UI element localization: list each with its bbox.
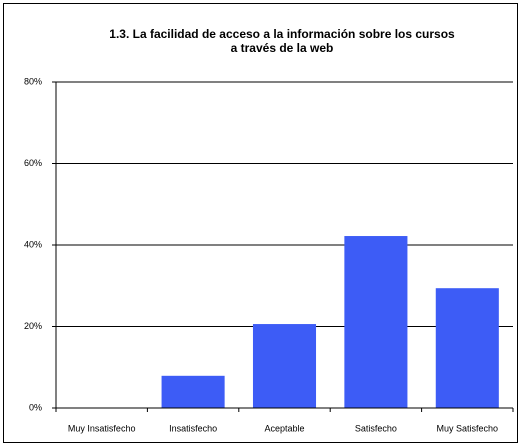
x-tick-label: Muy Insatisfecho: [68, 423, 136, 433]
x-tick-label: Satisfecho: [355, 423, 397, 433]
y-tick-label: 20%: [24, 321, 42, 331]
x-tick-label: Muy Satisfecho: [437, 423, 499, 433]
chart-title: a través de la web: [231, 41, 334, 55]
y-tick-label: 80%: [24, 76, 42, 86]
y-tick-label: 0%: [29, 402, 42, 412]
bar: [252, 324, 317, 408]
chart-title: 1.3. La facilidad de acceso a la informa…: [109, 27, 455, 41]
x-tick-label: Insatisfecho: [169, 423, 217, 433]
bar: [435, 288, 499, 408]
bar: [161, 375, 225, 408]
x-tick-label: Aceptable: [264, 423, 304, 433]
y-tick-label: 40%: [24, 239, 42, 249]
bar: [344, 236, 408, 408]
y-tick-label: 60%: [24, 158, 42, 168]
